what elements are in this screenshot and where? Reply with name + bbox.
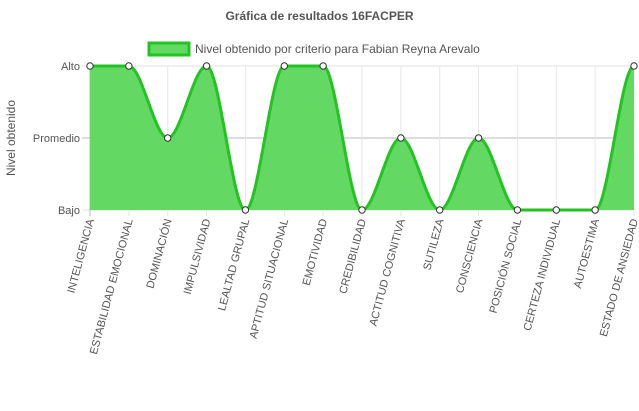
x-tick-label: ESTADO DE ANSIEDAD bbox=[598, 218, 639, 338]
x-tick-label: INTELIGENCIA bbox=[66, 217, 98, 295]
data-point[interactable] bbox=[513, 206, 522, 214]
data-point[interactable] bbox=[319, 62, 327, 70]
data-point[interactable] bbox=[280, 62, 288, 70]
data-point[interactable] bbox=[358, 206, 366, 214]
x-tick-label: APTITUD SITUACIONAL bbox=[248, 218, 292, 340]
y-tick-label: Promedio bbox=[33, 133, 80, 145]
data-point[interactable] bbox=[397, 134, 405, 142]
data-point[interactable] bbox=[630, 62, 638, 70]
data-point[interactable] bbox=[241, 206, 250, 214]
x-tick-label: ESTABILIDAD EMOCIONAL bbox=[88, 218, 136, 356]
x-tick-label: AUTOESTIMA bbox=[572, 217, 602, 290]
x-tick-label: CONSCIENCIA bbox=[454, 217, 486, 295]
x-tick-label: CERTEZA INDIVIDUAL bbox=[522, 218, 563, 333]
legend-label: Nivel obtenido por criterio para Fabian … bbox=[195, 42, 480, 56]
x-tick-label: POSICIÓN SOCIAL bbox=[487, 217, 525, 314]
y-tick-label: Alto bbox=[61, 61, 80, 73]
data-point[interactable] bbox=[436, 206, 444, 214]
y-ticks: Bajo Promedio Alto bbox=[33, 61, 80, 217]
legend-swatch bbox=[147, 41, 191, 57]
series-layer bbox=[86, 62, 638, 214]
data-point[interactable] bbox=[164, 134, 172, 142]
x-tick-label: LEALTAD GRUPAL bbox=[216, 218, 252, 313]
x-tick-label: IMPULSIVIDAD bbox=[182, 218, 214, 296]
x-tick-label: EMOTIVIDAD bbox=[301, 218, 330, 287]
x-tick-label: DOMINACIÓN bbox=[144, 217, 175, 289]
data-point[interactable] bbox=[474, 134, 483, 142]
data-point[interactable] bbox=[86, 62, 94, 70]
data-point[interactable] bbox=[591, 206, 599, 214]
x-tick-label: ACTITUD COGNITIVA bbox=[368, 217, 408, 327]
y-axis-title: Nivel obtenido bbox=[4, 100, 18, 176]
data-point[interactable] bbox=[202, 62, 211, 70]
series-line bbox=[90, 64, 635, 212]
data-point[interactable] bbox=[125, 62, 133, 70]
y-tick-label: Bajo bbox=[58, 205, 80, 217]
chart-title: Gráfica de resultados 16FACPER bbox=[225, 9, 413, 23]
legend[interactable]: Nivel obtenido por criterio para Fabian … bbox=[147, 41, 480, 57]
x-tick-label: SUTILEZA bbox=[421, 217, 446, 272]
data-point[interactable] bbox=[552, 206, 560, 214]
x-tick-label: CREDIBILIDAD bbox=[337, 218, 369, 296]
